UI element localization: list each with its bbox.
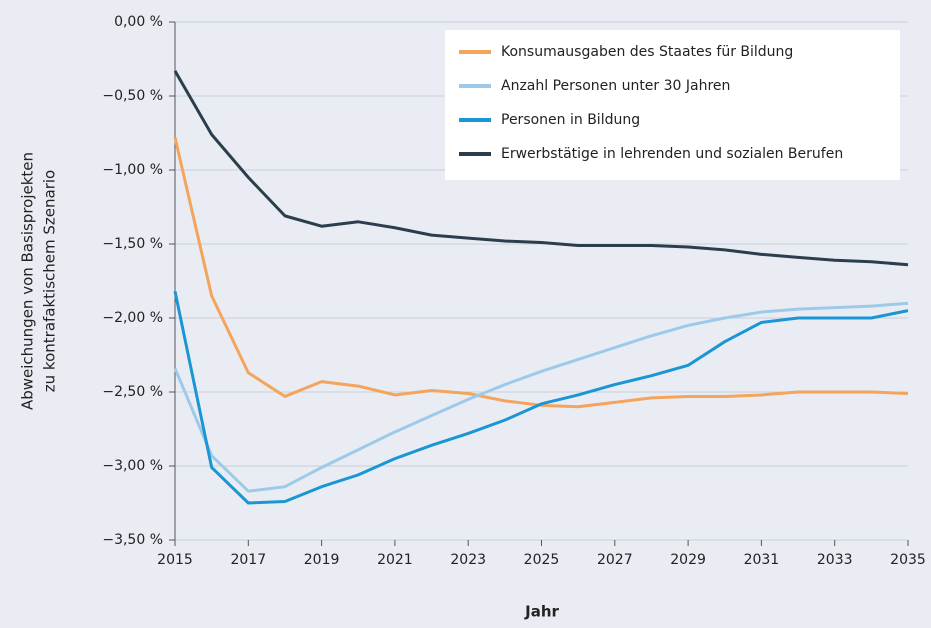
x-tick-label: 2023 <box>450 552 486 568</box>
legend-label: Anzahl Personen unter 30 Jahren <box>501 78 730 94</box>
y-tick-label: −2,00 % <box>102 310 163 326</box>
y-tick-label: −0,50 % <box>102 88 163 104</box>
y-tick-label: −2,50 % <box>102 384 163 400</box>
y-tick-label: −3,50 % <box>102 532 163 548</box>
x-tick-label: 2035 <box>890 552 926 568</box>
x-tick-label: 2019 <box>304 552 340 568</box>
legend-label: Erwerbstätige in lehrenden und sozialen … <box>501 146 843 162</box>
y-tick-label: −3,00 % <box>102 458 163 474</box>
x-tick-label: 2033 <box>817 552 853 568</box>
y-tick-label: 0,00 % <box>114 14 163 30</box>
x-tick-label: 2021 <box>377 552 413 568</box>
x-tick-label: 2017 <box>230 552 266 568</box>
x-tick-label: 2027 <box>597 552 633 568</box>
y-axis-label: Abweichungen von Basisprojekten <box>19 152 37 410</box>
x-tick-label: 2029 <box>670 552 706 568</box>
series-line <box>173 301 909 493</box>
series-line <box>173 70 909 267</box>
legend-box <box>445 30 900 180</box>
x-axis-label: Jahr <box>524 603 559 621</box>
x-tick-label: 2015 <box>157 552 193 568</box>
y-tick-label: −1,00 % <box>102 162 163 178</box>
series-line <box>173 291 909 505</box>
legend-label: Personen in Bildung <box>501 112 640 128</box>
x-tick-label: 2031 <box>744 552 780 568</box>
legend-label: Konsumausgaben des Staates für Bildung <box>501 44 793 60</box>
y-tick-label: −1,50 % <box>102 236 163 252</box>
x-tick-label: 2025 <box>524 552 560 568</box>
y-axis-label: zu kontrafaktischem Szenario <box>41 170 59 392</box>
